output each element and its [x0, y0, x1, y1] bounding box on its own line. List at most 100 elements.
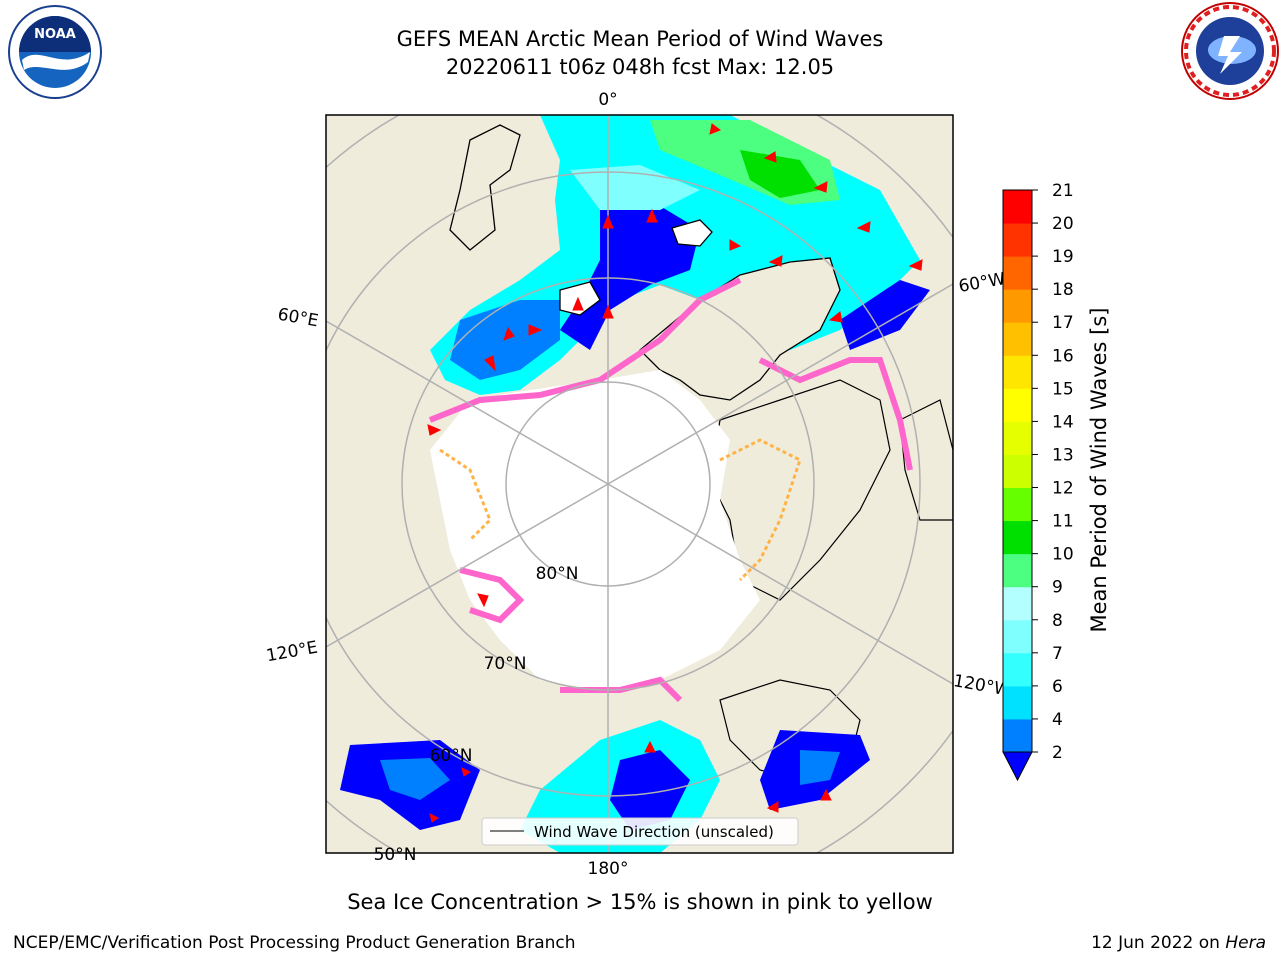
iceland-land [671, 219, 713, 247]
colorbar-segment [1003, 487, 1032, 522]
norwegian-light [570, 165, 700, 210]
colorbar-segment [1003, 553, 1032, 588]
scandinavia-land [449, 124, 521, 251]
wave-arrow [856, 221, 871, 233]
labrador-wave-deep [840, 280, 930, 350]
lon-label-0: 0° [598, 90, 617, 110]
wave-arrow [503, 326, 515, 341]
wave-arrow [644, 740, 656, 753]
colorbar-tick-label: 13 [1052, 445, 1074, 465]
colorbar-tick-label: 18 [1052, 280, 1074, 300]
colorbar-segment [1003, 454, 1032, 489]
colorbar-tick-label: 7 [1052, 644, 1063, 664]
meridian-120w [607, 483, 953, 685]
wave-arrow [461, 767, 471, 777]
colorbar-tick-label: 4 [1052, 710, 1063, 730]
colorbar-tick-label: 19 [1052, 247, 1074, 267]
wave-arrow [768, 255, 783, 267]
colorbar-outline [1002, 189, 1033, 753]
lon-label-60e: 60°E [276, 305, 320, 332]
colorbar-tick-label: 15 [1052, 379, 1074, 399]
colorbar-tick-label: 11 [1052, 512, 1074, 532]
colorbar-segment [1003, 322, 1032, 356]
lat-label-80: 80°N [536, 564, 579, 584]
colorbar-tick-label: 6 [1052, 677, 1063, 697]
meridian-60w [607, 283, 953, 485]
wave-arrow [602, 304, 614, 319]
wave-arrow [766, 801, 779, 813]
wind-wave-arrows [427, 123, 923, 823]
noaa-logo-text: NOAA [34, 27, 76, 42]
footer-credit: NCEP/EMC/Verification Post Processing Pr… [13, 933, 576, 953]
wave-arrow [572, 296, 584, 311]
ice-edge-pink-3 [459, 567, 525, 624]
colorbar-segment [1003, 289, 1032, 323]
footer-date: 12 Jun 2022 on Hera [1091, 933, 1266, 953]
colorbar-tick-label: 8 [1052, 611, 1063, 631]
hudson-bay-land [899, 399, 953, 521]
colorbar-tick-label: 9 [1052, 578, 1063, 598]
wave-arrow [484, 355, 496, 372]
colorbar-segment [1003, 421, 1032, 455]
wave-arrow [646, 208, 658, 223]
colorbar-tick-label: 10 [1052, 545, 1074, 565]
meridian-120e [326, 483, 609, 648]
wave-arrow [477, 593, 489, 608]
wave-arrow [729, 239, 742, 251]
ice-edge-pink-4 [560, 676, 683, 703]
svalbard-land [559, 281, 601, 316]
colorbar-tick-label: 21 [1052, 181, 1074, 201]
colorbar-segment [1003, 223, 1032, 257]
legend-label: Wind Wave Direction (unscaled) [534, 823, 774, 841]
nws-logo [1181, 2, 1279, 100]
wave-arrow [763, 151, 777, 163]
colorbar-segment [1003, 718, 1032, 753]
colorbar-tick-label: 17 [1052, 313, 1074, 333]
colorbar-tick-label: 2 [1052, 743, 1063, 763]
colorbar-segment [1003, 190, 1032, 224]
colorbar-segment [1003, 586, 1032, 621]
wave-arrow [908, 259, 923, 271]
wave-arrow [813, 181, 828, 193]
north-atlantic-green-core [740, 150, 820, 198]
atlantic-wave-deep [560, 200, 700, 350]
wave-arrow [429, 813, 439, 823]
wave-arrow [528, 324, 543, 336]
lat-label-60: 60°N [430, 746, 473, 766]
meridian-60e [326, 320, 609, 485]
wave-arrow [427, 424, 442, 436]
lon-label-180: 180° [588, 859, 629, 879]
lat-label-50: 50°N [374, 845, 417, 865]
footer-date-text: 12 Jun 2022 on [1091, 933, 1226, 953]
colorbar-segment [1003, 619, 1032, 654]
wave-arrow [820, 788, 832, 801]
colorbar-segment [1003, 256, 1032, 290]
map-border [325, 114, 954, 854]
map-plot-area [326, 115, 953, 853]
bering-wave-deep [610, 750, 690, 830]
colorbar-extend-triangle [1002, 751, 1033, 782]
lon-label-120e: 120°E [265, 638, 319, 667]
lat-label-70: 70°N [484, 654, 527, 674]
ice-edge-orange [719, 438, 802, 582]
footer-host: Hera [1225, 933, 1266, 953]
wave-arrow [828, 311, 843, 323]
lon-label-60w: 60°W [957, 269, 1007, 297]
colorbar-segment [1003, 652, 1032, 687]
okhotsk-light [380, 758, 450, 800]
colorbar-segment [1003, 355, 1032, 389]
wave-arrow [602, 214, 614, 229]
noaa-logo: NOAA [8, 5, 102, 99]
canadian-archipelago-land [709, 379, 891, 601]
colorbar-segment [1003, 520, 1032, 555]
chart-title-line1: GEFS MEAN Arctic Mean Period of Wind Wav… [396, 27, 884, 51]
colorbar-tick-label: 20 [1052, 214, 1074, 234]
colorbar-tick-label: 14 [1052, 412, 1074, 432]
graticule [326, 115, 953, 853]
ice-caption: Sea Ice Concentration > 15% is shown in … [347, 890, 933, 914]
gulf-alaska-light [800, 750, 840, 785]
colorbar-segment [1003, 685, 1032, 720]
colorbar-tick-label: 12 [1052, 479, 1074, 499]
colorbar-label: Mean Period of Wind Waves [s] [1087, 308, 1111, 633]
